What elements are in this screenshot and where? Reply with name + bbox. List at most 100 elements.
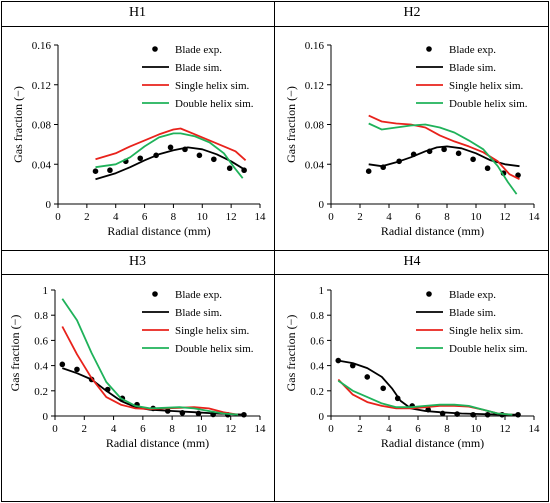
- x-tick-label: 2: [82, 423, 88, 435]
- panel-title-h2: H2: [403, 5, 421, 20]
- legend-label: Blade sim.: [449, 307, 496, 319]
- y-tick-label: 0.8: [310, 310, 324, 322]
- x-tick-label: 2: [357, 423, 363, 435]
- x-tick-label: 14: [255, 423, 267, 435]
- y-axis-label: Gas fraction (−): [284, 86, 298, 163]
- data-point: [196, 152, 203, 159]
- y-axis-label: Gas fraction (−): [11, 86, 25, 163]
- y-tick-label: 0.4: [310, 361, 324, 373]
- series-line-2: [61, 326, 239, 416]
- legend-label: Single helix sim.: [175, 80, 250, 92]
- data-point: [441, 146, 447, 153]
- panel-title-h1: H1: [128, 5, 147, 20]
- x-tick-label: 8: [169, 423, 175, 435]
- x-tick-label: 10: [471, 211, 483, 223]
- x-tick-label: 0: [328, 423, 334, 435]
- series-line-3: [337, 379, 513, 416]
- legend-label: Double helix sim.: [175, 343, 254, 355]
- header-divider-bottom: [1, 274, 549, 275]
- data-point: [74, 366, 80, 373]
- legend-label: Blade exp.: [175, 289, 222, 301]
- y-tick-label: 0.08: [305, 120, 325, 132]
- y-tick-label: 1: [319, 285, 325, 297]
- column-divider: [274, 1, 275, 502]
- data-point: [484, 165, 491, 172]
- legend-label: Blade exp.: [175, 44, 222, 56]
- x-axis-label: Radial distance (mm): [106, 436, 209, 450]
- chart-h2: 0 0.04 0.08 0.12 0.16 0 2 4 6 8 10 12 14 Radial dista…: [284, 40, 541, 238]
- x-tick-label: 10: [197, 211, 209, 223]
- legend-label: Double helix sim.: [175, 98, 254, 110]
- data-point: [137, 155, 144, 162]
- legend-label: Blade sim.: [175, 307, 222, 319]
- series-line-1: [95, 146, 247, 181]
- x-tick-label: 14: [529, 423, 541, 435]
- legend-label: Blade sim.: [175, 62, 222, 74]
- x-tick-label: 10: [196, 423, 208, 435]
- y-axis-label: Gas fraction (−): [8, 315, 22, 392]
- panel-title-h4: H4: [403, 254, 421, 269]
- data-point: [335, 357, 342, 364]
- x-tick-label: 6: [142, 211, 148, 223]
- y-tick-label: 0.08: [32, 120, 52, 132]
- legend-marker: [152, 46, 158, 52]
- y-tick-label: 0.2: [34, 386, 48, 398]
- legend-label: Blade sim.: [449, 62, 496, 74]
- x-tick-label: 14: [529, 211, 541, 223]
- x-axis-label: Radial distance (mm): [381, 224, 484, 238]
- y-tick-label: 0.4: [34, 361, 48, 373]
- y-tick-label: 0: [319, 199, 325, 211]
- y-tick-label: 0.12: [32, 80, 51, 92]
- data-point: [455, 150, 462, 157]
- x-tick-label: 12: [225, 423, 236, 435]
- legend-label: Single helix sim.: [175, 325, 250, 337]
- series-line-2: [95, 127, 247, 161]
- data-point: [226, 165, 233, 172]
- data-point: [470, 156, 476, 163]
- series-line-3: [95, 132, 244, 179]
- legend-label: Double helix sim.: [449, 343, 528, 355]
- data-point: [364, 374, 371, 380]
- x-tick-label: 8: [444, 423, 450, 435]
- header-divider-top: [1, 26, 549, 27]
- y-tick-label: 0.04: [32, 159, 52, 171]
- series-line-3: [61, 298, 239, 416]
- x-tick-label: 8: [171, 211, 177, 223]
- x-tick-label: 2: [357, 211, 363, 223]
- data-point: [365, 168, 372, 175]
- data-point: [380, 385, 386, 392]
- legend-marker: [426, 291, 432, 297]
- legend-label: Single helix sim.: [449, 325, 524, 337]
- x-tick-label: 8: [444, 211, 450, 223]
- y-tick-label: 0: [46, 199, 52, 211]
- data-point: [107, 167, 113, 174]
- series-line-2: [337, 378, 513, 416]
- x-tick-label: 6: [415, 211, 421, 223]
- legend-marker: [426, 46, 432, 52]
- x-tick-label: 12: [226, 211, 237, 223]
- y-tick-label: 0: [43, 411, 49, 423]
- data-point: [211, 156, 217, 163]
- legend-label: Double helix sim.: [449, 98, 528, 110]
- y-tick-label: 0.12: [305, 80, 324, 92]
- x-tick-label: 0: [55, 211, 61, 223]
- panel-title-h3: H3: [128, 254, 147, 269]
- data-point: [167, 144, 174, 151]
- y-tick-label: 0.6: [310, 335, 324, 347]
- row-divider: [1, 250, 549, 251]
- data-point: [92, 168, 99, 175]
- y-tick-label: 0: [319, 411, 325, 423]
- data-point: [515, 172, 521, 178]
- legend-marker: [152, 291, 158, 297]
- x-tick-label: 10: [471, 423, 483, 435]
- x-tick-label: 14: [255, 211, 267, 223]
- y-tick-label: 0.6: [34, 335, 48, 347]
- legend-label: Blade exp.: [449, 44, 496, 56]
- x-tick-label: 2: [84, 211, 90, 223]
- x-tick-label: 4: [386, 423, 392, 435]
- legend-label: Blade exp.: [449, 289, 496, 301]
- x-tick-label: 6: [140, 423, 146, 435]
